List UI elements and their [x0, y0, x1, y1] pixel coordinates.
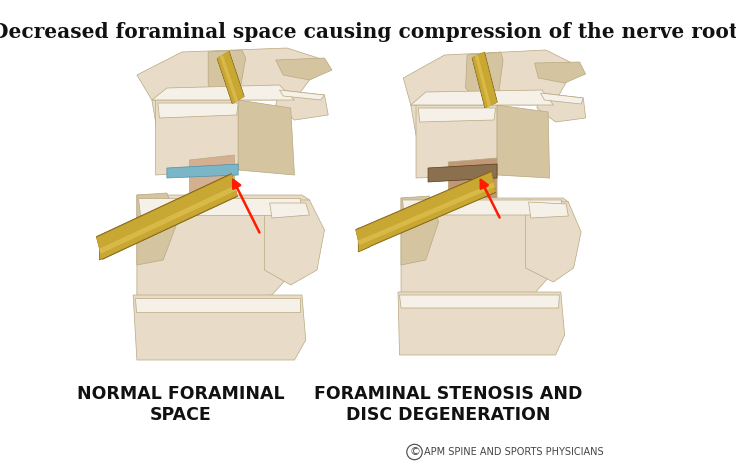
Polygon shape: [137, 193, 178, 265]
Polygon shape: [475, 55, 490, 106]
Polygon shape: [217, 52, 244, 104]
Polygon shape: [411, 105, 456, 148]
Polygon shape: [403, 200, 562, 215]
Polygon shape: [107, 45, 362, 370]
Polygon shape: [528, 202, 568, 218]
Polygon shape: [400, 295, 559, 308]
Polygon shape: [466, 52, 503, 105]
Polygon shape: [497, 105, 550, 178]
Polygon shape: [534, 62, 586, 83]
Text: ©: ©: [409, 447, 420, 457]
Text: FORAMINAL STENOSIS AND
DISC DEGENERATION: FORAMINAL STENOSIS AND DISC DEGENERATION: [314, 385, 582, 424]
Polygon shape: [99, 236, 110, 260]
Polygon shape: [416, 105, 497, 178]
Polygon shape: [264, 200, 325, 285]
Polygon shape: [358, 228, 369, 252]
Polygon shape: [537, 93, 586, 122]
Polygon shape: [133, 295, 305, 360]
Polygon shape: [358, 183, 495, 245]
Polygon shape: [221, 55, 238, 102]
Polygon shape: [411, 90, 553, 105]
Polygon shape: [280, 90, 325, 100]
Polygon shape: [356, 173, 495, 250]
Polygon shape: [96, 174, 237, 258]
Polygon shape: [238, 100, 294, 175]
Polygon shape: [448, 158, 497, 204]
Polygon shape: [276, 58, 332, 80]
Polygon shape: [99, 186, 236, 253]
Polygon shape: [276, 90, 328, 120]
Polygon shape: [428, 164, 497, 182]
Polygon shape: [401, 198, 568, 298]
Polygon shape: [473, 53, 497, 107]
Polygon shape: [472, 52, 498, 108]
Text: APM SPINE AND SPORTS PHYSICIANS: APM SPINE AND SPORTS PHYSICIANS: [424, 447, 604, 457]
Polygon shape: [137, 48, 325, 100]
Polygon shape: [167, 164, 238, 178]
Polygon shape: [403, 50, 576, 105]
Polygon shape: [135, 298, 300, 312]
Polygon shape: [155, 100, 238, 175]
Polygon shape: [189, 155, 235, 205]
Polygon shape: [96, 174, 238, 259]
Polygon shape: [418, 108, 495, 122]
Polygon shape: [526, 200, 581, 282]
Polygon shape: [208, 50, 246, 100]
Polygon shape: [218, 52, 244, 103]
Text: NORMAL FORAMINAL
SPACE: NORMAL FORAMINAL SPACE: [77, 385, 284, 424]
Polygon shape: [540, 93, 584, 104]
Polygon shape: [152, 85, 294, 100]
Polygon shape: [398, 292, 565, 355]
Polygon shape: [401, 196, 439, 265]
Polygon shape: [369, 45, 625, 370]
Text: Decreased foraminal space causing compression of the nerve root.: Decreased foraminal space causing compre…: [0, 22, 736, 42]
Polygon shape: [137, 195, 309, 300]
Polygon shape: [158, 103, 238, 118]
Polygon shape: [269, 203, 309, 218]
Polygon shape: [355, 172, 496, 250]
Polygon shape: [138, 198, 300, 215]
Polygon shape: [152, 100, 197, 145]
